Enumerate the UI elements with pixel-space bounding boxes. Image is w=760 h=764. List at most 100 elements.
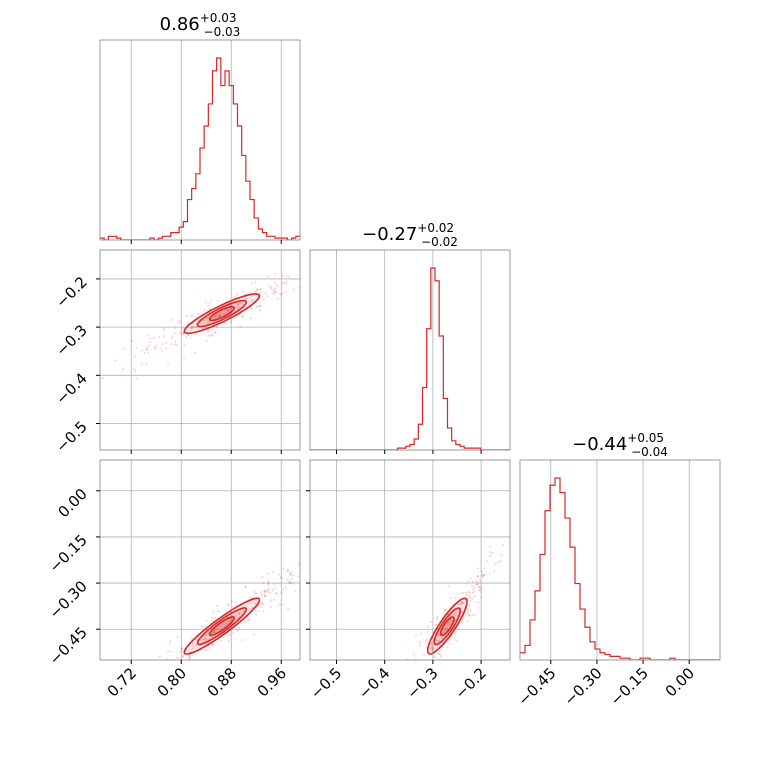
scatter-point [219, 312, 222, 315]
scatter-point [133, 370, 137, 373]
scatter-point [285, 282, 288, 285]
scatter-point [292, 574, 295, 577]
scatter-point [224, 321, 227, 324]
scatter-point [435, 617, 439, 620]
scatter-point [266, 295, 269, 298]
histogram-panel-0: 0.86+0.03 −0.03 [99, 11, 301, 244]
scatter-point [154, 678, 156, 680]
scatter-point [155, 679, 157, 681]
scatter-point [467, 611, 470, 615]
scatter-point [155, 664, 157, 666]
scatter-point [185, 335, 188, 338]
scatter-point [189, 336, 192, 339]
scatter-point [280, 292, 284, 295]
scatter-point [177, 322, 180, 325]
scatter-point [168, 664, 170, 666]
scatter-point [276, 285, 280, 288]
scatter-point [407, 663, 409, 665]
scatter-point [306, 285, 308, 287]
scatter-point [208, 302, 211, 305]
scatter-point [255, 305, 258, 309]
scatter-point [430, 642, 434, 645]
scatter-point [334, 254, 336, 256]
scatter-point [447, 585, 450, 588]
scatter-point [327, 259, 329, 261]
scatter-point [254, 592, 258, 596]
scatter-point [121, 696, 123, 698]
scatter-point [273, 583, 276, 586]
scatter-point [160, 343, 164, 346]
scatter-point [158, 655, 161, 659]
scatter-point [287, 275, 291, 278]
scatter-point [213, 631, 216, 634]
scatter-point [460, 602, 463, 606]
contour-level-0 [426, 597, 468, 655]
scatter-point [263, 594, 266, 597]
scatter-point [448, 642, 451, 645]
scatter-point [206, 322, 210, 325]
scatter-point [236, 293, 239, 296]
scatter-point [258, 305, 261, 308]
scatter-point [241, 639, 244, 642]
scatter-point [285, 280, 288, 283]
scatter-point [244, 585, 247, 588]
scatter-point [212, 644, 215, 647]
scatter-point [135, 377, 138, 380]
scatter-point [448, 615, 451, 618]
scatter-point [440, 636, 443, 639]
scatter-point [268, 284, 271, 288]
scatter-point [476, 567, 479, 570]
scatter-point [260, 601, 263, 604]
scatter-point [469, 599, 472, 602]
x-tick-label: −0.3 [403, 664, 441, 702]
scatter-point [438, 643, 441, 647]
scatter-point [267, 580, 270, 583]
scatter-point [206, 649, 210, 652]
scatter-point [492, 570, 495, 573]
scatter-point [282, 282, 285, 285]
scatter-point [253, 590, 256, 594]
scatter-point [483, 573, 487, 576]
scatter-point [204, 633, 208, 637]
scatter-point [475, 583, 478, 587]
scatter-point [476, 583, 479, 586]
scatter-point [203, 309, 206, 312]
scatter-point [229, 320, 233, 324]
scatter-point [414, 658, 417, 660]
scatter-point [176, 635, 179, 638]
scatter-point [278, 573, 281, 576]
scatter-point [212, 631, 215, 634]
scatter-point [290, 573, 293, 577]
scatter-point [249, 316, 252, 319]
scatter-point [460, 602, 463, 605]
scatter-point [429, 647, 432, 650]
scatter-point [419, 632, 423, 635]
scatter-point [208, 307, 211, 311]
scatter-point [191, 642, 194, 645]
scatter-point [193, 351, 197, 354]
scatter-point [227, 308, 230, 312]
y-tick-label: −0.3 [52, 321, 90, 359]
scatter-point [278, 603, 281, 606]
scatter-point [279, 293, 282, 296]
scatter-point [465, 593, 468, 597]
scatter-point [273, 292, 276, 295]
scatter-point [268, 587, 271, 590]
scatter-point [181, 646, 184, 649]
scatter-point [454, 596, 457, 599]
scatter-point [147, 351, 150, 354]
panel-frame [309, 249, 511, 451]
scatter-point [188, 654, 191, 657]
scatter-point [320, 275, 322, 277]
scatter-point [214, 331, 217, 334]
scatter-point [453, 611, 456, 614]
scatter-point [140, 349, 144, 352]
scatter-point [214, 617, 217, 620]
scatter-point [193, 325, 196, 328]
scatter-point [208, 645, 211, 648]
scatter-point [469, 609, 472, 612]
scatter-point [281, 282, 284, 285]
scatter-point [182, 356, 185, 360]
scatter-point [306, 274, 308, 276]
scatter-point [429, 621, 432, 624]
